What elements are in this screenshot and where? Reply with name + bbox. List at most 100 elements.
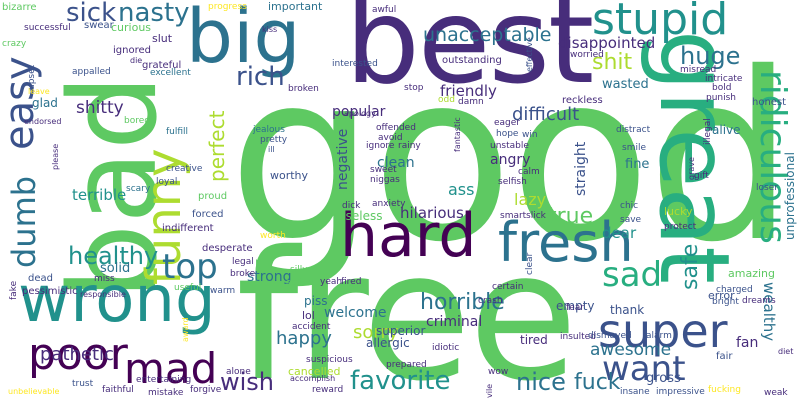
word-safe: safe	[678, 243, 703, 290]
word-unprofessional: unprofessional	[783, 152, 797, 240]
word-excellent: excellent	[150, 68, 191, 78]
word-intricate: intricate	[705, 74, 743, 84]
word-swear: swear	[84, 20, 114, 31]
word-healthy: healthy	[68, 242, 159, 270]
word-anxiety: anxiety	[372, 199, 406, 209]
word-accident: accident	[292, 322, 331, 332]
word-win: win	[522, 130, 538, 140]
word-dismayed: dismayed	[588, 331, 632, 341]
word-diet: diet	[778, 347, 794, 356]
word-award: award	[181, 317, 190, 342]
word-protect: protect	[664, 222, 697, 232]
word-sorry: sorry	[353, 322, 399, 343]
word-niggas: niggas	[370, 175, 400, 185]
word-proud: proud	[198, 191, 228, 202]
word-impressive: impressive	[656, 387, 705, 397]
word-indifferent: indifferent	[162, 223, 214, 234]
word-big: big	[186, 0, 301, 80]
word-stupid: stupid	[592, 0, 729, 45]
word-desperate: desperate	[202, 243, 253, 254]
word-wrong: wrong	[18, 263, 216, 337]
word-super: super	[598, 304, 728, 358]
word-crazy: crazy	[2, 39, 27, 49]
word-creative: creative	[166, 164, 203, 174]
word-sad: sad	[602, 255, 663, 295]
word-error: error	[708, 289, 735, 302]
word-interested: interested	[332, 59, 378, 69]
word-odd: odd	[438, 95, 455, 105]
word-perfect: perfect	[205, 110, 229, 182]
word-sweet: sweet	[370, 165, 397, 175]
word-bold: bold	[712, 83, 732, 93]
word-shitty: shitty	[76, 98, 124, 118]
word-awful: awful	[372, 5, 397, 15]
word-rainy: rainy	[398, 141, 421, 151]
word-piss: piss	[304, 294, 328, 308]
word-nasty: nasty	[118, 0, 190, 28]
word-strong: strong	[247, 269, 292, 285]
word-clean: clean	[377, 155, 415, 171]
word-prepared: prepared	[386, 360, 427, 370]
word-active: active	[286, 278, 314, 288]
word-dumb: dumb	[5, 175, 43, 268]
word-hilarious: hilarious	[400, 204, 464, 222]
word-thank: thank	[610, 303, 645, 317]
word-dick: dick	[342, 201, 361, 211]
word-free: free	[236, 213, 578, 400]
word-best: best	[345, 0, 594, 110]
word-entertaining: entertaining	[136, 375, 192, 385]
word-hope: hope	[496, 129, 519, 139]
word-fear: fear	[566, 303, 584, 313]
word-awesome: awesome	[590, 340, 672, 360]
word-successful: successful	[24, 23, 71, 33]
word-slut: slut	[152, 32, 173, 45]
word-damn: damn	[458, 97, 484, 107]
word-bored: bored	[124, 116, 150, 126]
word-straight: straight	[573, 141, 589, 196]
word-alone: alone	[226, 367, 251, 377]
word-fulfill: fulfill	[166, 127, 189, 137]
word-effective: effective	[525, 37, 534, 72]
word-reckless: reckless	[562, 95, 603, 106]
word-gross: gross	[646, 371, 681, 386]
word-selfish: selfish	[498, 177, 527, 187]
word-alive: alive	[712, 123, 741, 137]
word-want: want	[602, 349, 686, 389]
word-progress: progress	[208, 2, 247, 12]
word-chic: chic	[620, 201, 639, 211]
word-happy: happy	[276, 328, 332, 349]
word-worried: worried	[570, 50, 604, 60]
word-fresh: fresh	[498, 211, 634, 274]
word-suspicious: suspicious	[306, 355, 353, 365]
word-silly: silly	[290, 265, 308, 275]
word-bizarre: bizarre	[2, 2, 37, 13]
word-idiotic: idiotic	[432, 343, 460, 353]
word-good: good	[228, 23, 794, 293]
word-amazing: amazing	[728, 267, 775, 280]
word-accomplish: accomplish	[290, 374, 336, 383]
word-weak: weak	[764, 388, 788, 398]
word-loser: loser	[756, 183, 778, 193]
word-appalled: appalled	[72, 67, 111, 77]
word-top: top	[162, 247, 218, 287]
word-dear: dear	[602, 224, 637, 242]
word-grateful: grateful	[142, 60, 182, 71]
word-welcome: welcome	[324, 305, 387, 321]
word-certain: certain	[492, 282, 524, 292]
word-vile: vile	[485, 383, 494, 398]
word-eager: eager	[494, 118, 521, 128]
word-punish: punish	[706, 93, 737, 103]
word-ill: ill	[268, 145, 275, 154]
word-distract: distract	[616, 125, 651, 135]
word-empty: empty	[556, 299, 595, 313]
word-terrible: terrible	[72, 186, 127, 204]
word-broke: broke	[230, 269, 256, 279]
word-illegal: illegal	[703, 118, 713, 145]
word-gift: gift	[694, 171, 709, 181]
word-outstanding: outstanding	[442, 55, 502, 66]
word-nice: nice	[516, 368, 566, 396]
word-ignore: ignore	[366, 141, 395, 151]
word-broken: broken	[288, 84, 319, 94]
word-fuck: fuck	[574, 370, 621, 395]
